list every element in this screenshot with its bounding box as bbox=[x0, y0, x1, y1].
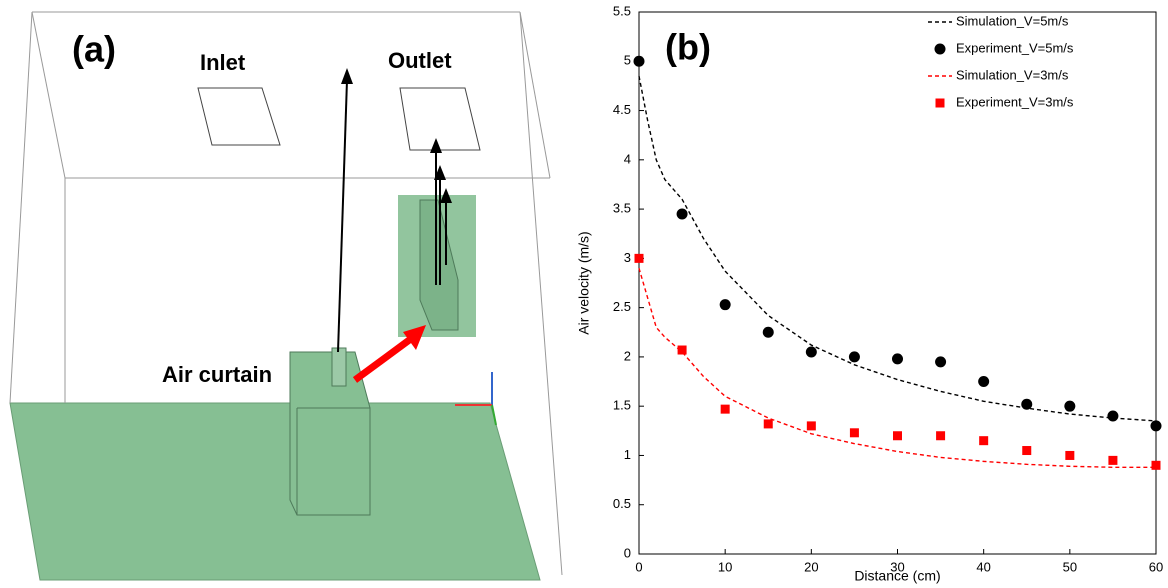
legend-swatch bbox=[934, 43, 946, 55]
y-tick-label: 3 bbox=[624, 250, 631, 265]
arrow-head bbox=[403, 325, 426, 350]
marker bbox=[848, 351, 860, 363]
y-tick-label: 4.5 bbox=[613, 102, 631, 117]
marker bbox=[634, 253, 644, 263]
device-nozzle bbox=[331, 347, 347, 387]
marker bbox=[1064, 400, 1076, 412]
marker bbox=[1022, 446, 1032, 456]
y-tick-label: 4 bbox=[624, 151, 631, 166]
marker bbox=[676, 208, 688, 220]
panel-label: (a) bbox=[72, 29, 116, 70]
annotation: (b) bbox=[665, 27, 711, 68]
outlet-vent bbox=[399, 87, 481, 151]
marker bbox=[719, 299, 731, 311]
x-tick-label: 10 bbox=[718, 559, 732, 574]
floor bbox=[9, 402, 541, 581]
x-axis-label: Distance (cm) bbox=[854, 568, 940, 584]
arrow-head bbox=[341, 68, 353, 84]
marker bbox=[633, 55, 645, 67]
inlet-vent bbox=[197, 87, 281, 146]
y-tick-label: 5 bbox=[624, 53, 631, 68]
legend-label: Experiment_V=5m/s bbox=[956, 40, 1074, 55]
edge bbox=[519, 11, 551, 179]
panel-a: (a) Inlet Outlet Air curtain bbox=[9, 11, 563, 581]
y-tick-label: 0 bbox=[624, 545, 631, 560]
line bbox=[638, 75, 1157, 422]
marker bbox=[677, 345, 687, 355]
marker bbox=[806, 421, 816, 431]
marker bbox=[979, 436, 989, 446]
axis-triad bbox=[491, 404, 497, 426]
marker bbox=[763, 419, 773, 429]
marker bbox=[892, 353, 903, 365]
y-tick-label: 2.5 bbox=[613, 299, 631, 314]
x-tick-label: 60 bbox=[1149, 559, 1163, 574]
edge bbox=[31, 11, 66, 179]
marker bbox=[1151, 460, 1161, 470]
edge bbox=[519, 11, 563, 576]
line bbox=[638, 268, 1156, 468]
arrow-head bbox=[434, 165, 446, 180]
panel-b: 0 10 20 30 40 50 60 0 0.5 1 1.5 2 2.5 3 3.5 4 4.5 5 5.5 Dis… bbox=[576, 3, 1164, 583]
x-tick-label: 20 bbox=[804, 559, 818, 574]
y-tick-label: 1.5 bbox=[613, 398, 631, 413]
x-tick-label: 30 bbox=[890, 559, 904, 574]
y-axis-label: Air velocity (m/s) bbox=[576, 231, 592, 334]
y-tick-label: 0.5 bbox=[613, 496, 631, 511]
marker bbox=[935, 356, 947, 368]
outlet-label: Outlet bbox=[388, 48, 452, 73]
device-label: Air curtain bbox=[162, 362, 272, 387]
marker bbox=[762, 326, 774, 338]
plot-frame bbox=[638, 11, 1157, 555]
marker bbox=[720, 404, 730, 414]
marker bbox=[1065, 450, 1075, 460]
inlet-label: Inlet bbox=[200, 50, 246, 75]
marker bbox=[805, 346, 817, 358]
arrow bbox=[352, 335, 415, 383]
x-tick-label: 40 bbox=[976, 559, 990, 574]
y-tick-label: 2 bbox=[624, 348, 631, 363]
legend-label: Simulation_V=3m/s bbox=[956, 67, 1069, 82]
x-tick-label: 50 bbox=[1063, 559, 1077, 574]
marker bbox=[936, 431, 946, 441]
y-tick-label: 5.5 bbox=[613, 3, 631, 18]
edge bbox=[9, 11, 33, 404]
legend-swatch bbox=[935, 98, 945, 108]
marker bbox=[1021, 398, 1033, 410]
marker bbox=[893, 431, 902, 441]
arrow bbox=[337, 79, 348, 353]
legend-label: Simulation_V=5m/s bbox=[956, 13, 1069, 28]
x-tick-label: 0 bbox=[635, 559, 642, 574]
y-tick-label: 1 bbox=[624, 447, 631, 462]
marker bbox=[1107, 410, 1119, 422]
marker bbox=[978, 376, 990, 388]
marker bbox=[1108, 455, 1118, 465]
legend-label: Experiment_V=3m/s bbox=[956, 94, 1074, 109]
arrow-head bbox=[430, 138, 442, 153]
y-tick-label: 3.5 bbox=[613, 201, 631, 216]
marker bbox=[849, 428, 859, 438]
marker bbox=[1150, 420, 1162, 432]
arrow-head bbox=[440, 188, 452, 203]
device-body bbox=[289, 351, 371, 516]
